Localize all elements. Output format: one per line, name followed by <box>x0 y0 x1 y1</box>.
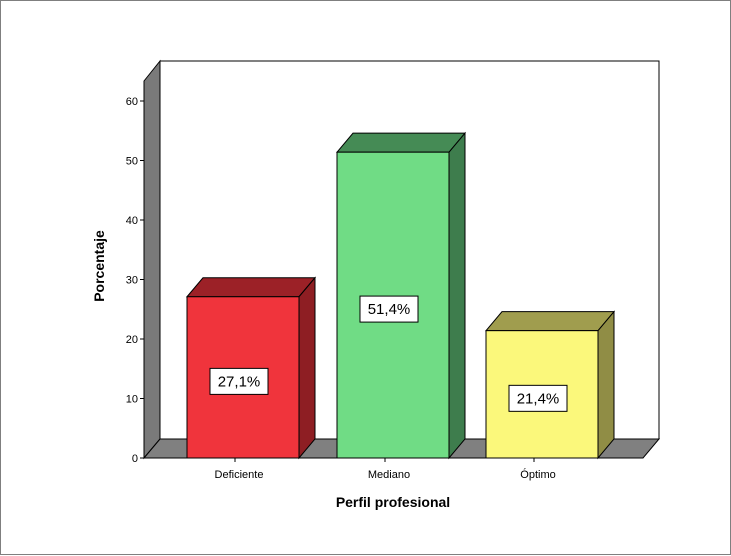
bar-top <box>335 132 467 153</box>
y-tick-label: 0 <box>132 453 138 465</box>
data-label: 21,4% <box>517 390 560 407</box>
bar-group: 27,1% <box>185 276 317 460</box>
bar-group: 21,4% <box>484 310 616 460</box>
bar-side <box>448 131 466 460</box>
bar-side <box>597 310 615 460</box>
bar-top <box>185 277 317 298</box>
bar-side <box>298 276 316 460</box>
y-tick-label: 10 <box>126 394 138 406</box>
y-tick-label: 50 <box>126 156 138 168</box>
data-label-box <box>209 367 269 395</box>
data-label-box <box>508 384 568 412</box>
x-axis-title: Perfil profesional <box>336 494 450 510</box>
data-label: 51,4% <box>368 301 411 318</box>
bar-group: 51,4% <box>335 131 467 460</box>
bar-top <box>484 311 616 332</box>
y-tick-label: 30 <box>126 275 138 287</box>
x-tick-label: Deficiente <box>215 469 264 481</box>
y-axis-title: Porcentaje <box>91 230 107 302</box>
x-tick-label: Mediano <box>368 469 410 481</box>
y-tick-label: 60 <box>126 96 138 108</box>
data-label-box <box>359 295 419 323</box>
y-tick-label: 20 <box>126 334 138 346</box>
x-tick-label: Óptimo <box>520 468 555 481</box>
left-wall <box>143 59 161 460</box>
y-tick-label: 40 <box>126 215 138 227</box>
data-label: 27,1% <box>218 373 261 390</box>
